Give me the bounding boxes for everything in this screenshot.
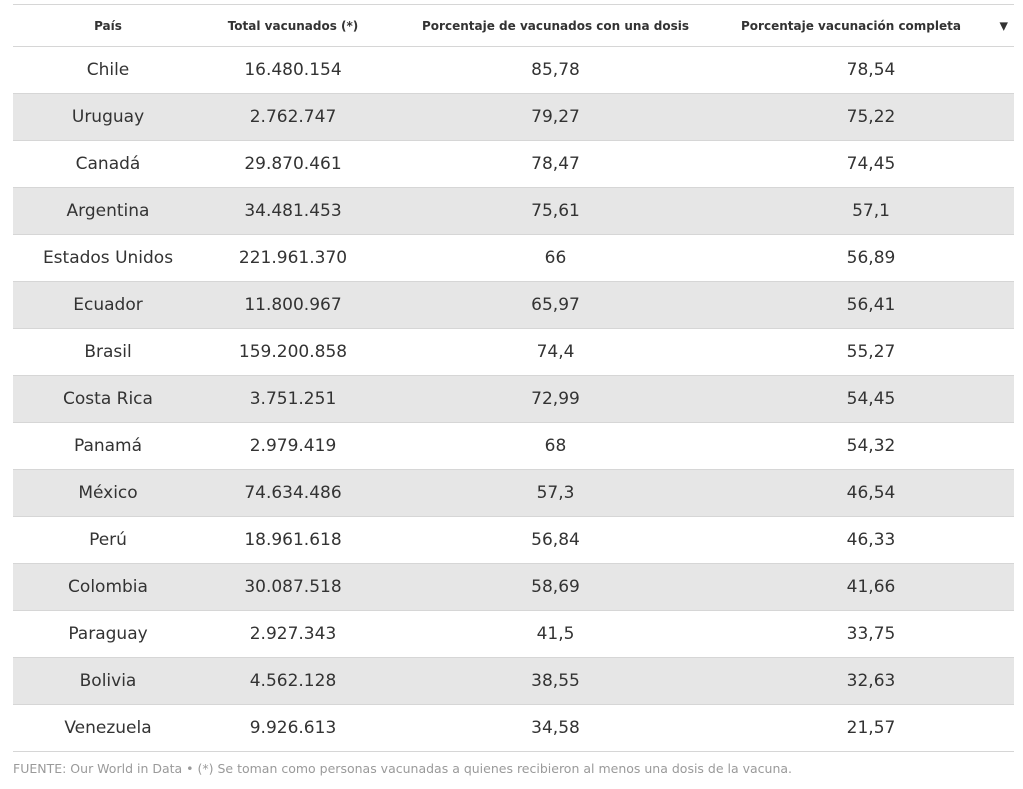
one-dose-percent-cell: 72,99 (383, 375, 728, 423)
country-cell: México (13, 469, 203, 517)
one-dose-percent-cell: 57,3 (383, 469, 728, 517)
column-header-total-vaccinated[interactable]: Total vacunados (*) (203, 4, 383, 47)
country-cell: Panamá (13, 422, 203, 470)
one-dose-percent-cell: 56,84 (383, 516, 728, 564)
one-dose-percent-cell: 65,97 (383, 281, 728, 329)
country-cell: Estados Unidos (13, 234, 203, 282)
full-vaccination-percent-cell: 54,32 (728, 422, 1014, 470)
total-vaccinated-cell: 4.562.128 (203, 657, 383, 705)
total-vaccinated-cell: 74.634.486 (203, 469, 383, 517)
column-header-full-vaccination-label: Porcentaje vacunación completa (741, 18, 961, 33)
total-vaccinated-cell: 9.926.613 (203, 704, 383, 752)
table-row: Paraguay 2.927.343 41,5 33,75 (13, 610, 1014, 658)
column-header-country[interactable]: País (13, 4, 203, 47)
one-dose-percent-cell: 85,78 (383, 46, 728, 94)
table-row: Venezuela 9.926.613 34,58 21,57 (13, 704, 1014, 752)
country-cell: Canadá (13, 140, 203, 188)
full-vaccination-percent-cell: 33,75 (728, 610, 1014, 658)
column-header-one-dose-percent[interactable]: Porcentaje de vacunados con una dosis (383, 4, 728, 47)
source-footnote: FUENTE: Our World in Data • (*) Se toman… (13, 761, 793, 776)
full-vaccination-percent-cell: 46,54 (728, 469, 1014, 517)
one-dose-percent-cell: 66 (383, 234, 728, 282)
total-vaccinated-cell: 18.961.618 (203, 516, 383, 564)
table-row: Ecuador 11.800.967 65,97 56,41 (13, 281, 1014, 329)
full-vaccination-percent-cell: 57,1 (728, 187, 1014, 235)
total-vaccinated-cell: 34.481.453 (203, 187, 383, 235)
total-vaccinated-cell: 159.200.858 (203, 328, 383, 376)
country-cell: Colombia (13, 563, 203, 611)
sort-descending-icon[interactable]: ▼ (999, 19, 1008, 32)
country-cell: Costa Rica (13, 375, 203, 423)
full-vaccination-percent-cell: 75,22 (728, 93, 1014, 141)
country-cell: Uruguay (13, 93, 203, 141)
total-vaccinated-cell: 30.087.518 (203, 563, 383, 611)
country-cell: Brasil (13, 328, 203, 376)
full-vaccination-percent-cell: 32,63 (728, 657, 1014, 705)
total-vaccinated-cell: 3.751.251 (203, 375, 383, 423)
table-row: Costa Rica 3.751.251 72,99 54,45 (13, 375, 1014, 423)
table-row: Canadá 29.870.461 78,47 74,45 (13, 140, 1014, 188)
table-row: Brasil 159.200.858 74,4 55,27 (13, 328, 1014, 376)
full-vaccination-percent-cell: 46,33 (728, 516, 1014, 564)
table-body: Chile 16.480.154 85,78 78,54 Uruguay 2.762.74… (13, 46, 1014, 752)
total-vaccinated-cell: 2.927.343 (203, 610, 383, 658)
full-vaccination-percent-cell: 74,45 (728, 140, 1014, 188)
total-vaccinated-cell: 221.961.370 (203, 234, 383, 282)
one-dose-percent-cell: 75,61 (383, 187, 728, 235)
country-cell: Bolivia (13, 657, 203, 705)
table-header: País Total vacunados (*) Porcentaje de v… (13, 4, 1014, 47)
one-dose-percent-cell: 68 (383, 422, 728, 470)
one-dose-percent-cell: 79,27 (383, 93, 728, 141)
total-vaccinated-cell: 29.870.461 (203, 140, 383, 188)
full-vaccination-percent-cell: 56,89 (728, 234, 1014, 282)
total-vaccinated-cell: 2.979.419 (203, 422, 383, 470)
full-vaccination-percent-cell: 41,66 (728, 563, 1014, 611)
table-row: Estados Unidos 221.961.370 66 56,89 (13, 234, 1014, 282)
table-row: Panamá 2.979.419 68 54,32 (13, 422, 1014, 470)
country-cell: Argentina (13, 187, 203, 235)
column-header-full-vaccination-percent[interactable]: Porcentaje vacunación completa ▼ (728, 4, 1014, 47)
table-row: México 74.634.486 57,3 46,54 (13, 469, 1014, 517)
one-dose-percent-cell: 78,47 (383, 140, 728, 188)
total-vaccinated-cell: 16.480.154 (203, 46, 383, 94)
full-vaccination-percent-cell: 21,57 (728, 704, 1014, 752)
header-row: País Total vacunados (*) Porcentaje de v… (13, 4, 1014, 47)
full-vaccination-percent-cell: 55,27 (728, 328, 1014, 376)
country-cell: Paraguay (13, 610, 203, 658)
country-cell: Chile (13, 46, 203, 94)
total-vaccinated-cell: 2.762.747 (203, 93, 383, 141)
table-row: Perú 18.961.618 56,84 46,33 (13, 516, 1014, 564)
table-row: Argentina 34.481.453 75,61 57,1 (13, 187, 1014, 235)
one-dose-percent-cell: 41,5 (383, 610, 728, 658)
full-vaccination-percent-cell: 78,54 (728, 46, 1014, 94)
full-vaccination-percent-cell: 54,45 (728, 375, 1014, 423)
table-row: Chile 16.480.154 85,78 78,54 (13, 46, 1014, 94)
vaccination-table-container: País Total vacunados (*) Porcentaje de v… (13, 4, 1014, 752)
table-row: Bolivia 4.562.128 38,55 32,63 (13, 657, 1014, 705)
full-vaccination-percent-cell: 56,41 (728, 281, 1014, 329)
table-row: Uruguay 2.762.747 79,27 75,22 (13, 93, 1014, 141)
one-dose-percent-cell: 34,58 (383, 704, 728, 752)
country-cell: Perú (13, 516, 203, 564)
one-dose-percent-cell: 74,4 (383, 328, 728, 376)
vaccination-table: País Total vacunados (*) Porcentaje de v… (13, 4, 1014, 752)
total-vaccinated-cell: 11.800.967 (203, 281, 383, 329)
country-cell: Venezuela (13, 704, 203, 752)
country-cell: Ecuador (13, 281, 203, 329)
table-row: Colombia 30.087.518 58,69 41,66 (13, 563, 1014, 611)
one-dose-percent-cell: 38,55 (383, 657, 728, 705)
one-dose-percent-cell: 58,69 (383, 563, 728, 611)
